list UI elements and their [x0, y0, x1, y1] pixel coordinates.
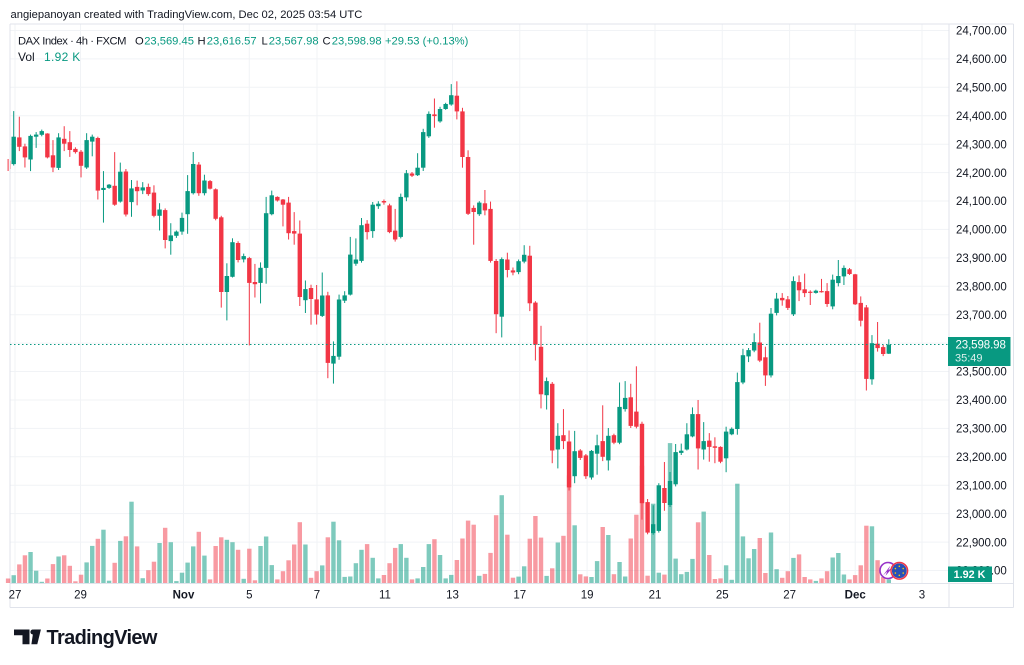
svg-text:H: H [198, 36, 206, 48]
svg-text:23,900.00: 23,900.00 [956, 253, 1007, 265]
svg-text:19: 19 [581, 590, 594, 602]
svg-text:O: O [135, 36, 144, 48]
svg-text:L: L [262, 36, 268, 48]
svg-text:23,400.00: 23,400.00 [956, 395, 1007, 407]
svg-text:27: 27 [783, 590, 796, 602]
svg-text:23,500.00: 23,500.00 [956, 367, 1007, 379]
svg-text:5: 5 [246, 590, 252, 602]
svg-text:C: C [323, 36, 331, 48]
svg-text:23,567.98: 23,567.98 [269, 36, 319, 48]
svg-text:Dec: Dec [845, 590, 867, 602]
svg-text:13: 13 [446, 590, 459, 602]
svg-text:23,569.45: 23,569.45 [144, 36, 194, 48]
svg-text:Nov: Nov [173, 590, 195, 602]
svg-text:35:49: 35:49 [955, 353, 983, 365]
svg-text:24,100.00: 24,100.00 [956, 196, 1007, 208]
svg-text:24,300.00: 24,300.00 [956, 139, 1007, 151]
svg-text:11: 11 [379, 590, 391, 602]
svg-text:TradingView: TradingView [47, 627, 158, 649]
svg-text:23,300.00: 23,300.00 [956, 424, 1007, 436]
svg-text:1.92 K: 1.92 K [954, 569, 986, 581]
svg-text:21: 21 [649, 590, 662, 602]
svg-text:7: 7 [314, 590, 320, 602]
svg-text:23,100.00: 23,100.00 [956, 480, 1007, 492]
svg-text:24,400.00: 24,400.00 [956, 111, 1007, 123]
svg-text:29: 29 [74, 590, 87, 602]
svg-text:27: 27 [9, 590, 22, 602]
svg-text:23,800.00: 23,800.00 [956, 282, 1007, 294]
svg-text:24,700.00: 24,700.00 [956, 26, 1007, 38]
svg-text:DAX Index · 4h · FXCM: DAX Index · 4h · FXCM [18, 36, 126, 48]
svg-text:24,600.00: 24,600.00 [956, 54, 1007, 66]
svg-text:23,200.00: 23,200.00 [956, 452, 1007, 464]
svg-text:Vol: Vol [18, 50, 35, 64]
svg-text:3: 3 [919, 590, 925, 602]
svg-text:23,598.98: 23,598.98 [956, 340, 1006, 352]
svg-text:24,500.00: 24,500.00 [956, 83, 1007, 95]
svg-text:17: 17 [513, 590, 526, 602]
svg-text:23,700.00: 23,700.00 [956, 310, 1007, 322]
svg-text:24,200.00: 24,200.00 [956, 168, 1007, 180]
svg-text:1.92 K: 1.92 K [44, 50, 81, 64]
svg-text:angiepanoyan created with Trad: angiepanoyan created with TradingView.co… [11, 9, 363, 21]
svg-text:23,598.98: 23,598.98 [332, 36, 382, 48]
svg-text:23,000.00: 23,000.00 [956, 509, 1007, 521]
svg-text:+29.53 (+0.13%): +29.53 (+0.13%) [385, 36, 469, 48]
svg-text:24,000.00: 24,000.00 [956, 225, 1007, 237]
svg-text:22,900.00: 22,900.00 [956, 537, 1007, 549]
svg-text:25: 25 [716, 590, 729, 602]
svg-text:23,616.57: 23,616.57 [207, 36, 257, 48]
